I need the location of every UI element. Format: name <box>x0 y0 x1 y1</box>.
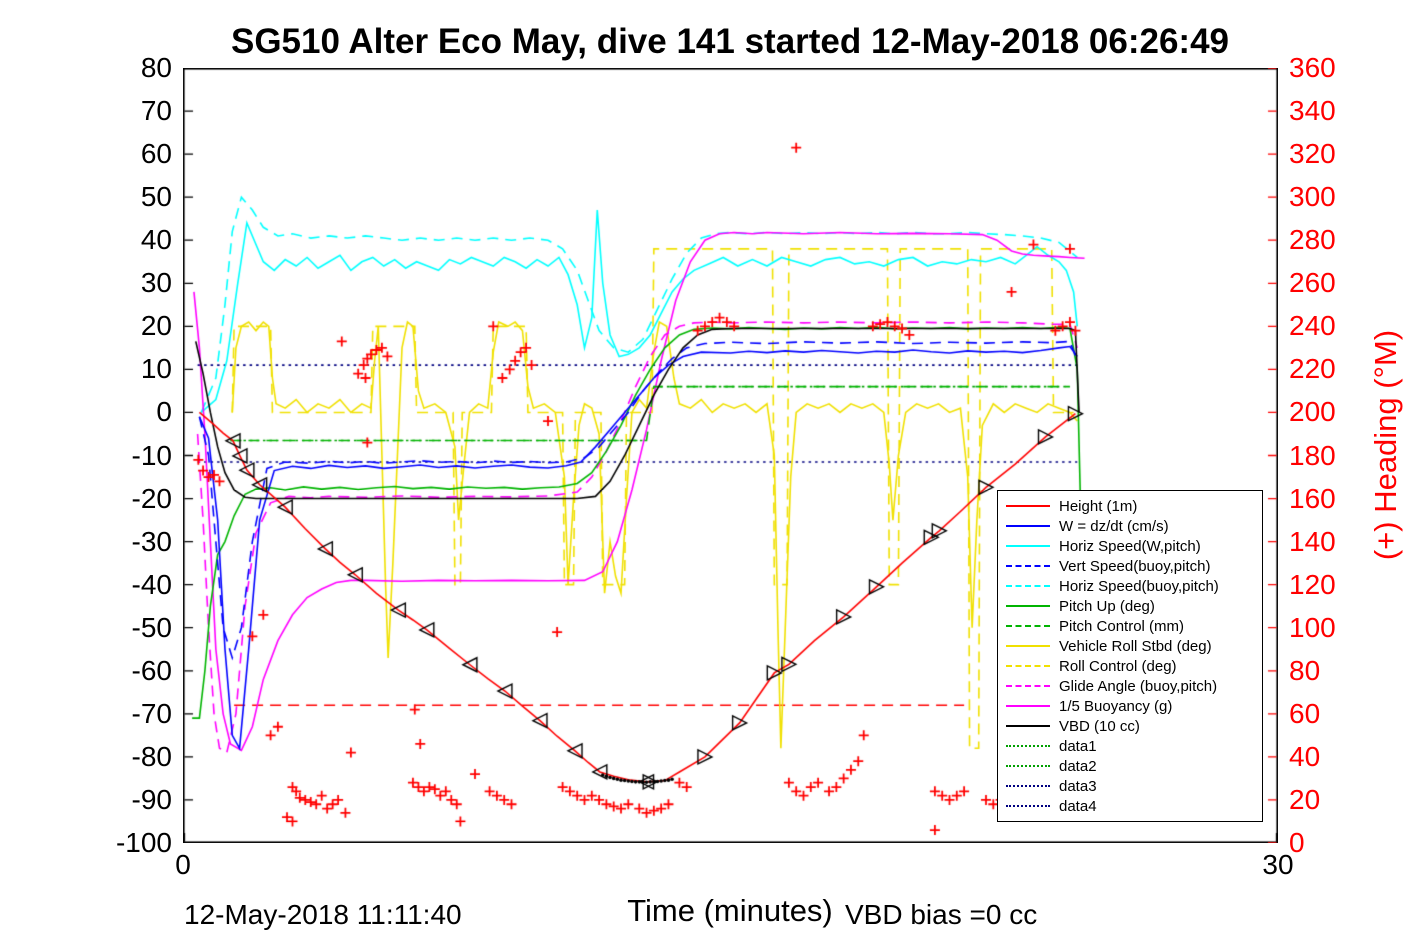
legend-item-label: Vehicle Roll Stbd (deg) <box>1059 637 1212 655</box>
y-right-tick-label: 320 <box>1289 138 1336 170</box>
y-left-tick-label: -50 <box>131 611 172 643</box>
legend-line-sample <box>1006 625 1050 627</box>
legend-item-label: data4 <box>1059 797 1097 815</box>
legend-item-13: data2 <box>998 756 1262 776</box>
legend-line-sample <box>1006 805 1050 807</box>
y-axis-right-tick-labels: 360 340 320 300 280 260 240 220 200 180 160 140 120 1… <box>1289 54 1409 857</box>
legend-line-sample <box>1006 745 1050 747</box>
y-right-tick-label: 220 <box>1289 353 1336 385</box>
legend-line-sample <box>1006 685 1050 687</box>
legend-item-label: 1/5 Buoyancy (g) <box>1059 697 1173 715</box>
legend-line-sample <box>1006 545 1050 547</box>
y-left-tick-label: -20 <box>131 482 172 514</box>
legend-item-label: Vert Speed(buoy,pitch) <box>1059 557 1211 575</box>
y-axis-right-title: (+) Heading (°M) <box>1368 329 1403 561</box>
legend-item-label: data2 <box>1059 757 1097 775</box>
legend-item-2: Horiz Speed(W,pitch) <box>998 536 1262 556</box>
y-right-tick-label: 300 <box>1289 181 1336 213</box>
y-left-tick-label: 20 <box>140 310 172 342</box>
legend-item-5: Pitch Up (deg) <box>998 596 1262 616</box>
y-left-tick-label: 10 <box>140 353 172 385</box>
y-right-tick-label: 340 <box>1289 95 1336 127</box>
y-right-tick-label: 260 <box>1289 267 1336 299</box>
y-right-tick-label: 0 <box>1289 827 1305 858</box>
legend-line-sample <box>1006 505 1050 507</box>
x-axis-title: Time (minutes) <box>627 893 833 928</box>
legend-item-12: data1 <box>998 736 1262 756</box>
legend-item-label: Height (1m) <box>1059 497 1138 515</box>
y-left-tick-label: -80 <box>131 740 172 772</box>
legend-item-label: data1 <box>1059 737 1097 755</box>
vbd-bias-label: VBD bias =0 cc <box>845 899 1038 930</box>
y-right-tick-label: 120 <box>1289 568 1336 600</box>
y-left-tick-label: -30 <box>131 525 172 557</box>
y-right-tick-label: 180 <box>1289 439 1336 471</box>
y-right-tick-label: 140 <box>1289 525 1336 557</box>
legend-item-label: VBD (10 cc) <box>1059 717 1140 735</box>
legend-item-label: Pitch Up (deg) <box>1059 597 1155 615</box>
y-left-tick-label: -40 <box>131 568 172 600</box>
y-right-tick-label: 100 <box>1289 611 1336 643</box>
legend-item-3: Vert Speed(buoy,pitch) <box>998 556 1262 576</box>
x-tick-label: 0 <box>175 849 191 880</box>
y-right-tick-label: 280 <box>1289 224 1336 256</box>
y-left-tick-label: 60 <box>140 138 172 170</box>
legend-item-label: W = dz/dt (cm/s) <box>1059 517 1169 535</box>
legend-line-sample <box>1006 605 1050 607</box>
y-left-tick-label: 50 <box>140 181 172 213</box>
y-right-tick-label: 200 <box>1289 396 1336 428</box>
legend-item-label: Glide Angle (buoy,pitch) <box>1059 677 1218 695</box>
legend-line-sample <box>1006 525 1050 527</box>
x-tick-label: 30 <box>1262 849 1294 880</box>
y-left-tick-label: -100 <box>115 827 172 858</box>
legend-item-6: Pitch Control (mm) <box>998 616 1262 636</box>
y-left-tick-label: 40 <box>140 224 172 256</box>
legend-item-1: W = dz/dt (cm/s) <box>998 516 1262 536</box>
legend-item-label: Horiz Speed(buoy,pitch) <box>1059 577 1219 595</box>
y-right-tick-label: 360 <box>1289 52 1336 83</box>
x-axis-tick-labels: 0 30 <box>175 851 1293 885</box>
y-right-tick-label: 160 <box>1289 482 1336 514</box>
legend-line-sample <box>1006 645 1050 647</box>
legend-item-9: Glide Angle (buoy,pitch) <box>998 676 1262 696</box>
legend-item-7: Vehicle Roll Stbd (deg) <box>998 636 1262 656</box>
y-right-tick-label: 40 <box>1289 740 1321 772</box>
legend-line-sample <box>1006 765 1050 767</box>
legend-item-label: Pitch Control (mm) <box>1059 617 1185 635</box>
y-left-tick-label: 30 <box>140 267 172 299</box>
legend-item-label: data3 <box>1059 777 1097 795</box>
y-left-tick-label: -60 <box>131 654 172 686</box>
legend-item-15: data4 <box>998 796 1262 816</box>
legend-item-label: Roll Control (deg) <box>1059 657 1177 675</box>
legend-line-sample <box>1006 565 1050 567</box>
legend-item-4: Horiz Speed(buoy,pitch) <box>998 576 1262 596</box>
legend-line-sample <box>1006 725 1050 727</box>
legend-line-sample <box>1006 705 1050 707</box>
y-left-tick-label: 0 <box>156 396 172 428</box>
legend: Height (1m) W = dz/dt (cm/s) Horiz Speed(W… <box>997 490 1263 822</box>
y-axis-left-tick-labels: 80 70 60 50 40 30 20 10 0 -10 -20 -30 -40 -50 -60 -70 -8… <box>0 54 172 857</box>
legend-item-10: 1/5 Buoyancy (g) <box>998 696 1262 716</box>
y-right-tick-label: 20 <box>1289 783 1321 815</box>
y-left-tick-label: 70 <box>140 95 172 127</box>
start-timestamp-label: 12-May-2018 11:11:40 <box>184 899 462 930</box>
legend-item-label: Horiz Speed(W,pitch) <box>1059 537 1201 555</box>
legend-item-14: data3 <box>998 776 1262 796</box>
y-left-tick-label: -10 <box>131 439 172 471</box>
y-right-tick-label: 240 <box>1289 310 1336 342</box>
legend-item-0: Height (1m) <box>998 496 1262 516</box>
legend-line-sample <box>1006 785 1050 787</box>
legend-item-8: Roll Control (deg) <box>998 656 1262 676</box>
legend-line-sample <box>1006 585 1050 587</box>
y-left-tick-label: 80 <box>140 52 172 83</box>
y-right-tick-label: 80 <box>1289 654 1321 686</box>
chart-title: SG510 Alter Eco May, dive 141 started 12… <box>230 22 1230 61</box>
legend-line-sample <box>1006 665 1050 667</box>
y-right-tick-label: 60 <box>1289 697 1321 729</box>
y-left-tick-label: -90 <box>131 783 172 815</box>
y-left-tick-label: -70 <box>131 697 172 729</box>
legend-item-11: VBD (10 cc) <box>998 716 1262 736</box>
